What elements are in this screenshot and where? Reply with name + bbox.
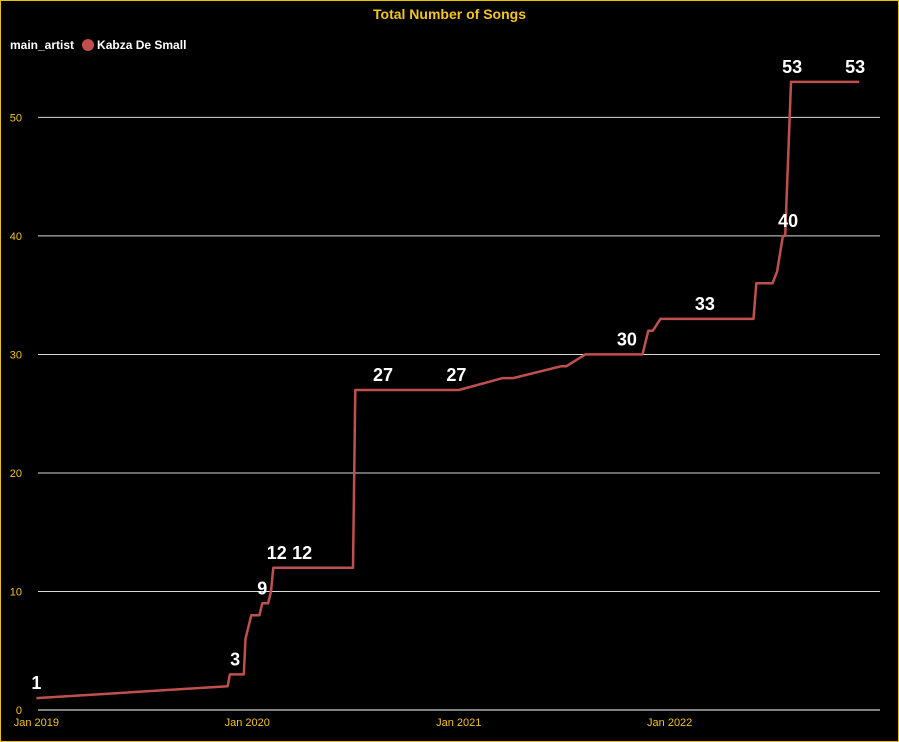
y-tick-label: 30 (10, 349, 22, 361)
data-label: 12 (292, 543, 312, 563)
legend-series-name[interactable]: Kabza De Small (97, 38, 187, 52)
data-label: 30 (617, 329, 637, 349)
data-label: 1 (31, 673, 41, 693)
y-tick-label: 20 (10, 468, 22, 480)
data-label: 53 (782, 57, 802, 77)
chart-title: Total Number of Songs (373, 6, 526, 22)
legend-title: main_artist (10, 38, 75, 52)
x-tick-label: Jan 2020 (225, 717, 270, 729)
data-label: 27 (446, 365, 466, 385)
data-label: 3 (230, 649, 240, 669)
legend[interactable]: main_artist Kabza De Small (10, 38, 186, 52)
series-line-0 (36, 80, 860, 700)
legend-marker (82, 39, 95, 51)
y-tick-label: 10 (10, 586, 22, 598)
data-label: 33 (695, 294, 715, 314)
y-tick-label: 0 (16, 705, 22, 717)
y-tick-label: 50 (10, 112, 22, 124)
x-tick-label: Jan 2019 (14, 717, 59, 729)
x-tick-label: Jan 2021 (436, 717, 481, 729)
data-label: 40 (778, 211, 798, 231)
data-label: 53 (845, 57, 865, 77)
y-tick-label: 40 (10, 231, 22, 243)
data-label: 12 (267, 543, 287, 563)
data-label: 9 (257, 578, 267, 598)
data-label: 27 (373, 365, 393, 385)
x-tick-label: Jan 2022 (647, 717, 692, 729)
